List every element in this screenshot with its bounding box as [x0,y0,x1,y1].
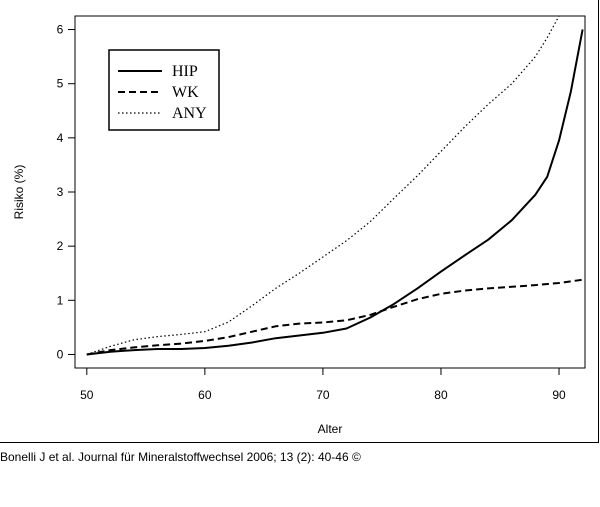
y-tick-label: 1 [57,293,64,307]
y-tick-label: 5 [57,77,64,91]
y-tick-label: 2 [57,239,64,253]
legend-label-wk: WK [172,84,199,101]
series-line-hip [86,29,584,356]
series-line-any [86,16,560,356]
x-axis: 50 60 70 80 90 [80,368,566,402]
y-tick-label: 4 [57,131,64,145]
chart: 50 60 70 80 90 0 1 2 3 4 5 6 Alter Risiko (%) HIP … [12,15,586,436]
series-line-wk [86,278,583,356]
x-tick-label: 80 [434,388,448,402]
x-axis-title: Alter [318,422,343,436]
x-tick-label: 90 [552,388,566,402]
citation-text: Bonelli J et al. Journal für Mineralstof… [0,450,361,464]
series-layer [86,16,584,356]
x-tick-label: 50 [80,388,94,402]
legend-label-hip: HIP [172,63,198,80]
y-axis-title: Risiko (%) [12,165,26,220]
legend: HIP WK ANY [108,49,220,131]
y-tick-label: 6 [57,23,64,37]
y-tick-label: 3 [57,185,64,199]
x-tick-label: 60 [198,388,212,402]
y-tick-label: 0 [57,347,64,361]
y-axis: 0 1 2 3 4 5 6 [57,23,75,361]
x-tick-label: 70 [316,388,330,402]
legend-label-any: ANY [172,105,207,122]
figure-frame [0,0,599,443]
legend-box [108,49,220,131]
